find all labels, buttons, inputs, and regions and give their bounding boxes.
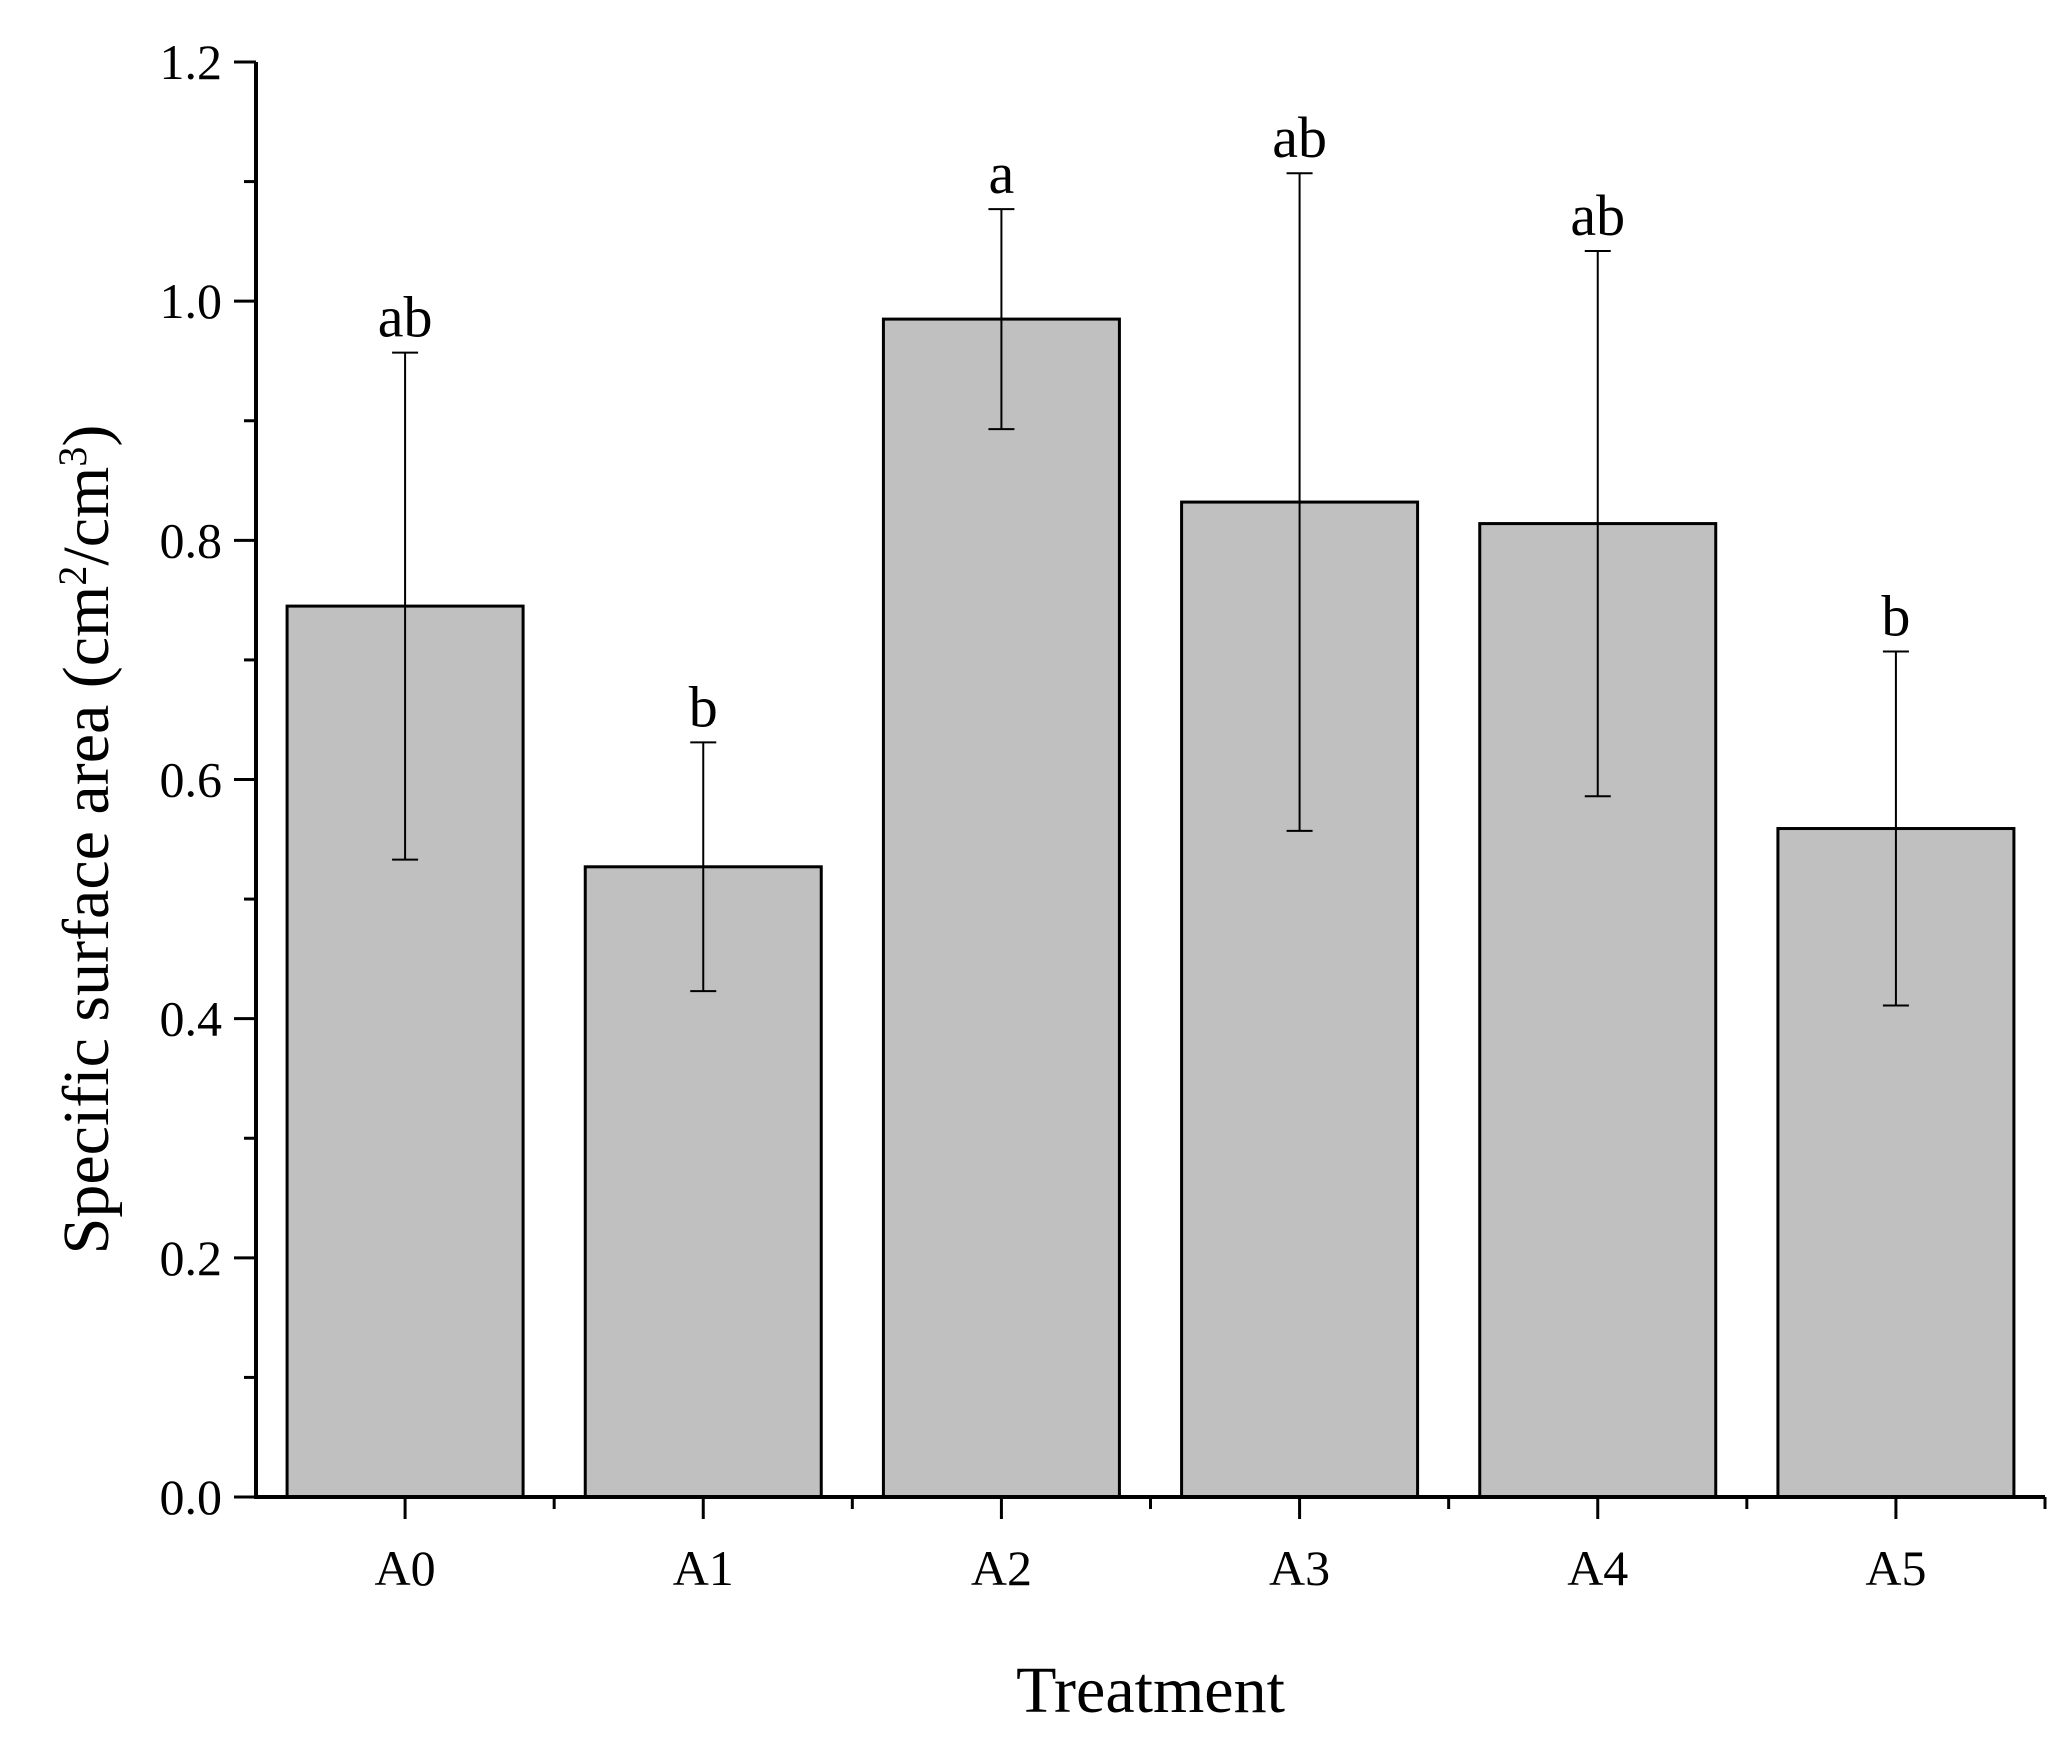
- y-tick-label: 0.0: [160, 1469, 223, 1525]
- x-tick-label-a2: A2: [971, 1540, 1032, 1596]
- x-tick-label-a1: A1: [673, 1540, 734, 1596]
- significance-label-a0: ab: [378, 285, 433, 350]
- x-axis-title: Treatment: [1016, 1654, 1285, 1727]
- significance-label-a5: b: [1881, 584, 1910, 649]
- y-axis-title-mid: /cm: [50, 467, 123, 566]
- significance-label-a2: a: [989, 141, 1015, 206]
- x-tick-label-a3: A3: [1269, 1540, 1330, 1596]
- y-axis-title: Specific surface area (cm2/cm3): [50, 425, 124, 1255]
- x-tick-label-a0: A0: [375, 1540, 436, 1596]
- y-tick-label: 0.8: [160, 512, 223, 568]
- y-axis-title-end: ): [50, 425, 123, 447]
- y-tick-label: 0.6: [160, 752, 223, 808]
- y-tick-label: 1.0: [160, 273, 223, 329]
- error-bars-layer: [392, 172, 1909, 1007]
- y-tick-label: 1.2: [160, 34, 223, 90]
- y-axis-title-sup1: 2: [50, 566, 95, 586]
- y-tick-label: 0.2: [160, 1230, 223, 1286]
- x-tick-label-a5: A5: [1865, 1540, 1926, 1596]
- y-axis-title-sup2: 3: [50, 447, 95, 467]
- bar-a2: [881, 317, 1121, 1499]
- y-ticks-layer: 0.0 0.2 0.4 0.6 0.8 1.0 1.2: [160, 34, 256, 1525]
- significance-label-a1: b: [689, 674, 718, 739]
- x-ticks-layer: A0 A1 A2 A3 A4 A5: [375, 1497, 2047, 1596]
- significance-labels-layer: ab b a ab ab b: [378, 105, 1911, 739]
- significance-label-a3: ab: [1272, 105, 1327, 170]
- x-tick-label-a4: A4: [1567, 1540, 1628, 1596]
- bars-layer: [285, 317, 2016, 1499]
- y-tick-label: 0.4: [160, 991, 223, 1047]
- y-axis-title-main: Specific surface area (cm: [50, 586, 123, 1255]
- significance-label-a4: ab: [1570, 183, 1625, 248]
